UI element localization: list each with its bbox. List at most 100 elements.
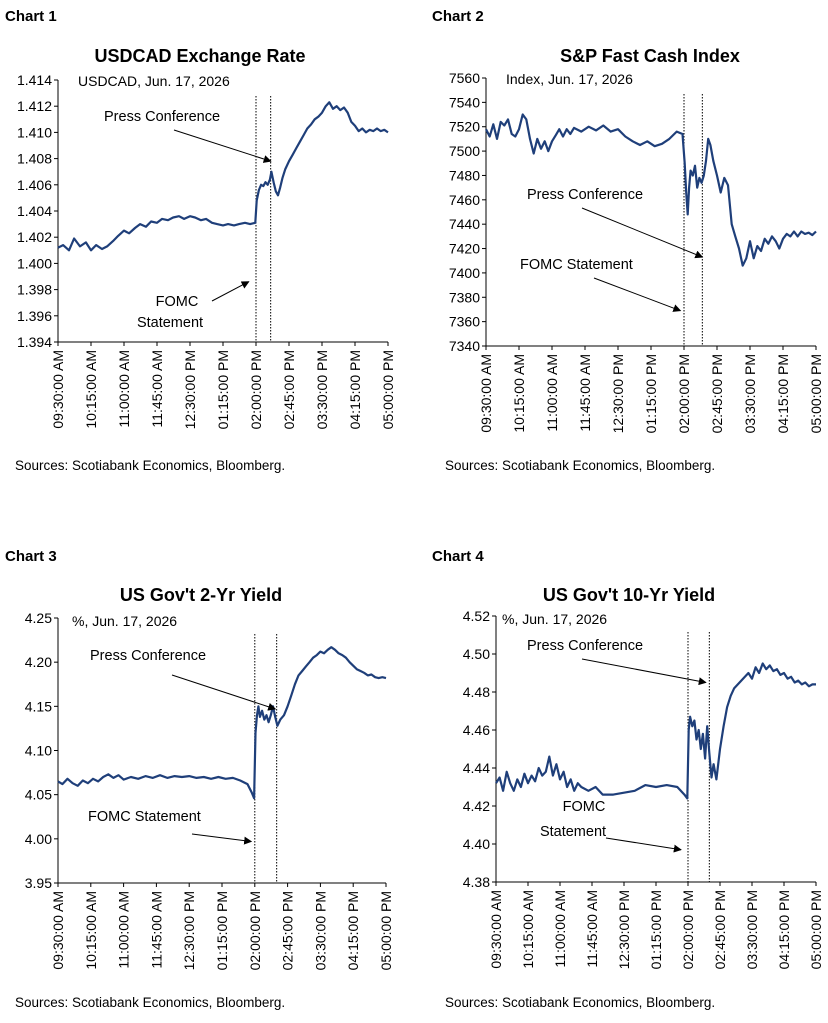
chart-1-y-tick-label: 1.396: [17, 308, 52, 324]
chart-2-y-tick-label: 7420: [449, 241, 480, 257]
chart-1-y-tick-label: 1.404: [17, 203, 52, 219]
chart-1-series-line: [57, 101, 389, 252]
chart-2-annotation-press-conference: Press Conference: [527, 187, 643, 203]
chart-3-y-tick-label: 4.10: [25, 743, 52, 759]
chart-4-x-tick-label: 03:30:00 PM: [744, 890, 760, 969]
chart-3-x-tick-label: 02:45:00 PM: [280, 891, 296, 970]
chart-3-x-tick-label: 05:00:00 PM: [378, 891, 394, 970]
chart-4-y-tick-label: 4.50: [463, 646, 490, 662]
chart-1-x-tick-label: 03:30:00 PM: [314, 350, 330, 429]
chart-1-sources: Sources: Scotiabank Economics, Bloomberg…: [15, 458, 285, 473]
chart-4-x-tick-label: 02:45:00 PM: [712, 890, 728, 969]
chart-1-x-tick-label: 04:15:00 PM: [347, 350, 363, 429]
chart-1-label: Chart 1: [5, 8, 57, 25]
chart-4-y-tick-label: 4.46: [463, 722, 490, 738]
chart-1-annotation-press-conference: Press Conference: [104, 109, 220, 125]
chart-3-x-tick-label: 11:45:00 AM: [148, 891, 164, 969]
chart-1-annotation-arrow: [173, 129, 272, 163]
chart-1-x-tick-label: 11:45:00 AM: [149, 350, 165, 428]
chart-4-x-tick-label: 11:45:00 AM: [584, 890, 600, 968]
chart-2-series-line: [485, 113, 817, 267]
chart-1-title: USDCAD Exchange Rate: [94, 46, 305, 66]
chart-3-annotation-arrow: [191, 833, 253, 845]
chart-4-svg: Chart 4 US Gov't 10-Yr Yield %, Jun. 17,…: [432, 548, 824, 1010]
chart-4-y-tick-label: 4.38: [463, 874, 490, 890]
chart-2-y-tick-label: 7480: [449, 167, 480, 183]
chart-1-subtitle: USDCAD, Jun. 17, 2026: [78, 73, 230, 89]
chart-2-y-tick-label: 7500: [449, 143, 480, 159]
chart-2-x-tick-label: 12:30:00 PM: [610, 354, 626, 433]
chart-4-annotation-arrow: [605, 837, 682, 853]
chart-2-label: Chart 2: [432, 8, 484, 25]
chart-3-x-tick-label: 11:00:00 AM: [116, 891, 132, 969]
chart-2-y-tick-label: 7560: [449, 70, 480, 86]
chart-4-label: Chart 4: [432, 548, 484, 565]
chart-4-title: US Gov't 10-Yr Yield: [543, 585, 715, 605]
chart-2-y-tick-label: 7400: [449, 265, 480, 281]
chart-1-y-tick-label: 1.412: [17, 98, 52, 114]
chart-4-annotation-fomc-line2: Statement: [540, 824, 606, 840]
chart-2-sources: Sources: Scotiabank Economics, Bloomberg…: [445, 458, 715, 473]
chart-4-subtitle: %, Jun. 17, 2026: [502, 611, 607, 627]
chart-1-x-tick-label: 10:15:00 AM: [83, 350, 99, 429]
chart-2-x-tick-label: 04:15:00 PM: [775, 354, 791, 433]
chart-4-x-tick-label: 04:15:00 PM: [776, 890, 792, 969]
chart-3-x-tick-label: 12:30:00 PM: [181, 891, 197, 970]
chart-3-subtitle: %, Jun. 17, 2026: [72, 613, 177, 629]
chart-2-x-tick-label: 02:45:00 PM: [709, 354, 725, 433]
chart-3-x-tick-label: 10:15:00 AM: [83, 891, 99, 970]
chart-2-subtitle: Index, Jun. 17, 2026: [506, 71, 633, 87]
chart-2-y-tick-label: 7440: [449, 216, 480, 232]
chart-3-x-tick-label: 09:30:00 AM: [50, 891, 66, 970]
chart-3-annotation-arrow: [171, 674, 277, 711]
chart-4-x-tick-label: 05:00:00 PM: [808, 890, 824, 969]
chart-3-annotation-fomc: FOMC Statement: [88, 809, 201, 825]
chart-1-y-tick-label: 1.400: [17, 255, 52, 271]
chart-2-title: S&P Fast Cash Index: [560, 46, 740, 66]
chart-2-y-tick-label: 7380: [449, 289, 480, 305]
chart-3-title: US Gov't 2-Yr Yield: [120, 585, 282, 605]
chart-panel-4: Chart 4 US Gov't 10-Yr Yield %, Jun. 17,…: [414, 511, 828, 1022]
chart-3-x-tick-label: 01:15:00 PM: [214, 891, 230, 970]
chart-3-x-tick-label: 04:15:00 PM: [345, 891, 361, 970]
chart-2-annotation-arrow: [593, 277, 682, 312]
chart-1-y-tick-label: 1.402: [17, 229, 52, 245]
chart-4-series-line: [495, 662, 816, 800]
chart-4-x-tick-label: 02:00:00 PM: [680, 890, 696, 969]
chart-1-x-tick-label: 05:00:00 PM: [380, 350, 396, 429]
chart-2-x-tick-label: 11:45:00 AM: [577, 354, 593, 432]
chart-2-x-tick-label: 11:00:00 AM: [544, 354, 560, 432]
chart-4-annotation-fomc-line1: FOMC: [563, 799, 606, 815]
chart-1-y-tick-label: 1.414: [17, 72, 52, 88]
chart-panel-1: Chart 1 USDCAD Exchange Rate USDCAD, Jun…: [0, 0, 414, 511]
chart-1-y-tick-label: 1.408: [17, 151, 52, 167]
chart-4-y-tick-label: 4.52: [463, 608, 490, 624]
chart-2-y-tick-label: 7340: [449, 338, 480, 354]
chart-2-y-tick-label: 7520: [449, 119, 480, 135]
chart-1-annotation-fomc-line2: Statement: [137, 315, 203, 331]
chart-2-x-tick-label: 09:30:00 AM: [478, 354, 494, 433]
chart-4-sources: Sources: Scotiabank Economics, Bloomberg…: [445, 995, 715, 1010]
chart-2-x-tick-label: 05:00:00 PM: [808, 354, 824, 433]
chart-1-annotation-fomc-line1: FOMC: [156, 294, 199, 310]
chart-3-series-line: [57, 646, 387, 800]
chart-3-label: Chart 3: [5, 548, 57, 565]
chart-1-annotation-arrow: [211, 281, 250, 302]
chart-4-x-tick-label: 01:15:00 PM: [648, 890, 664, 969]
chart-3-x-tick-label: 02:00:00 PM: [247, 891, 263, 970]
chart-3-y-tick-label: 4.15: [25, 698, 52, 714]
chart-4-x-tick-label: 10:15:00 AM: [520, 890, 536, 969]
chart-3-annotation-press-conference: Press Conference: [90, 648, 206, 664]
chart-2-y-tick-label: 7360: [449, 314, 480, 330]
chart-3-sources: Sources: Scotiabank Economics, Bloomberg…: [15, 995, 285, 1010]
chart-3-svg: Chart 3 US Gov't 2-Yr Yield %, Jun. 17, …: [5, 548, 394, 1010]
chart-4-x-tick-label: 09:30:00 AM: [488, 890, 504, 969]
chart-1-x-tick-label: 02:00:00 PM: [248, 350, 264, 429]
chart-1-y-tick-label: 1.398: [17, 282, 52, 298]
chart-4-x-tick-label: 11:00:00 AM: [552, 890, 568, 968]
chart-4-y-tick-label: 4.48: [463, 684, 490, 700]
chart-panel-2: Chart 2 S&P Fast Cash Index Index, Jun. …: [414, 0, 828, 511]
chart-4-x-tick-label: 12:30:00 PM: [616, 890, 632, 969]
chart-3-y-tick-label: 4.25: [25, 610, 52, 626]
chart-2-annotation-arrow: [581, 207, 704, 259]
